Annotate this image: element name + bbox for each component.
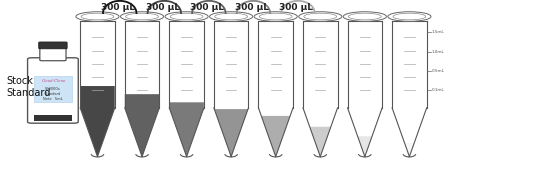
Polygon shape	[169, 102, 204, 157]
Text: 1.5mL: 1.5mL	[432, 30, 444, 34]
Text: 300 μL: 300 μL	[190, 3, 224, 12]
FancyBboxPatch shape	[40, 47, 66, 61]
Polygon shape	[310, 127, 331, 157]
Polygon shape	[125, 94, 159, 157]
Ellipse shape	[81, 13, 114, 20]
Polygon shape	[80, 86, 115, 157]
Bar	[35, 115, 71, 121]
Text: 300 μL: 300 μL	[234, 3, 269, 12]
Text: SE000Os
Standard
Note   5mL: SE000Os Standard Note 5mL	[43, 87, 63, 101]
Ellipse shape	[120, 12, 164, 21]
Ellipse shape	[254, 12, 297, 21]
Bar	[35, 76, 71, 102]
Text: Cloud-Clone: Cloud-Clone	[42, 79, 66, 83]
Text: 0.5mL: 0.5mL	[432, 69, 444, 73]
Text: Stock
Standard: Stock Standard	[7, 76, 51, 98]
Ellipse shape	[304, 13, 336, 20]
Text: 300 μL: 300 μL	[279, 3, 314, 12]
Polygon shape	[261, 116, 290, 157]
Polygon shape	[214, 109, 248, 157]
Text: 300 μL: 300 μL	[145, 3, 180, 12]
Ellipse shape	[349, 13, 381, 20]
Polygon shape	[358, 136, 372, 157]
Ellipse shape	[343, 12, 387, 21]
Text: 1.0mL: 1.0mL	[432, 50, 444, 54]
Ellipse shape	[209, 12, 253, 21]
FancyBboxPatch shape	[39, 42, 67, 49]
Polygon shape	[404, 143, 414, 157]
Ellipse shape	[126, 13, 158, 20]
Ellipse shape	[260, 13, 292, 20]
Ellipse shape	[388, 12, 431, 21]
Text: 300 μL: 300 μL	[101, 3, 135, 12]
Ellipse shape	[299, 12, 342, 21]
Ellipse shape	[393, 13, 426, 20]
Ellipse shape	[215, 13, 247, 20]
Ellipse shape	[170, 13, 203, 20]
Ellipse shape	[76, 12, 119, 21]
Text: 0.1mL: 0.1mL	[432, 89, 444, 92]
Ellipse shape	[165, 12, 208, 21]
FancyBboxPatch shape	[28, 58, 78, 123]
